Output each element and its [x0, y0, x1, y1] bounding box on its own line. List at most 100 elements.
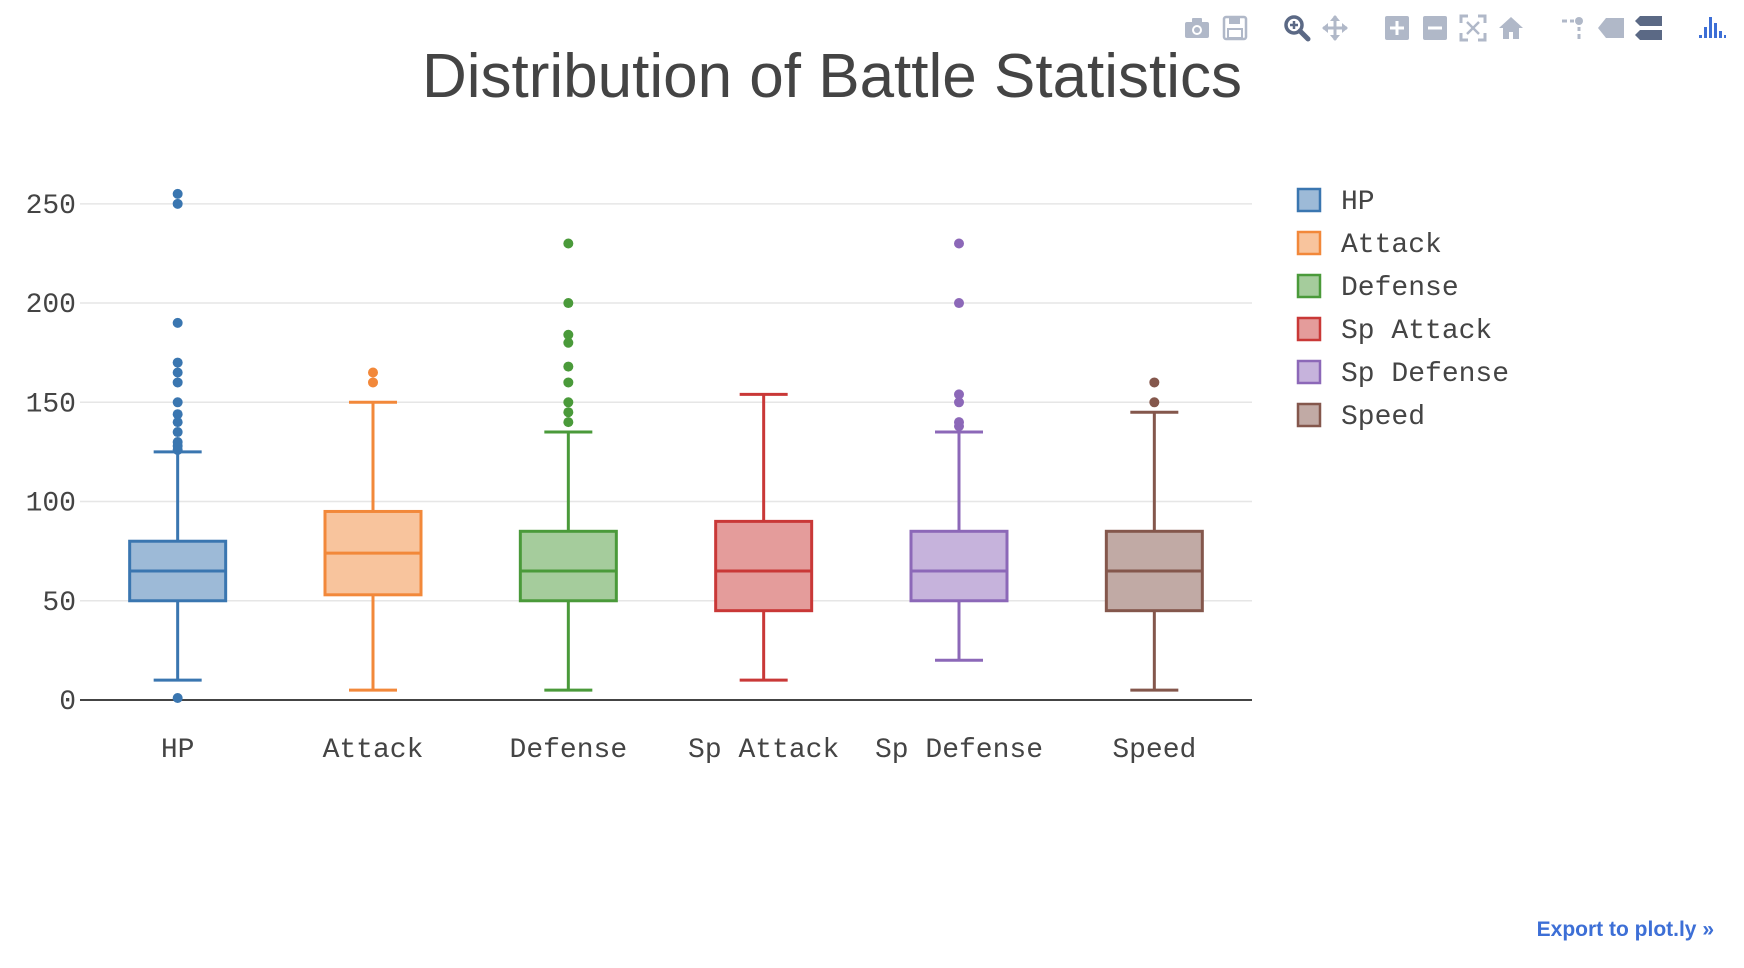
hover-compare-button[interactable]: [1630, 9, 1668, 47]
legend-swatch: [1296, 359, 1322, 385]
outlier-point: [172, 317, 183, 328]
legend-item[interactable]: Sp Defense: [1296, 359, 1509, 390]
legend-swatch: [1296, 230, 1322, 256]
pan-icon: [1322, 15, 1348, 41]
outlier-point: [1149, 377, 1160, 388]
x-tick-label: Sp Defense: [875, 735, 1043, 766]
zoom-out-button[interactable]: [1416, 9, 1454, 47]
outlier-point: [368, 367, 378, 378]
box-trace[interactable]: [323, 367, 423, 692]
legend-item[interactable]: Defense: [1296, 273, 1459, 304]
outlier-point: [954, 389, 964, 400]
box-trace[interactable]: [1104, 377, 1204, 692]
x-tick-label: Attack: [323, 735, 424, 766]
zoom-in-icon: [1385, 16, 1409, 40]
y-tick-label: 150: [26, 389, 76, 420]
outlier-point: [954, 238, 964, 249]
zoom-out-icon: [1423, 16, 1447, 40]
legend-label: Sp Defense: [1341, 359, 1509, 390]
y-tick-label: 0: [59, 687, 76, 718]
legend-label: Attack: [1341, 230, 1442, 261]
modebar: [1154, 8, 1730, 48]
iqr-box: [714, 519, 814, 613]
autoscale-button[interactable]: [1454, 9, 1492, 47]
home-icon: [1499, 17, 1523, 39]
outlier-point: [954, 298, 964, 309]
spike-lines-button[interactable]: [1554, 9, 1592, 47]
outlier-point: [563, 337, 574, 348]
outlier-point: [563, 417, 574, 428]
y-tick-label: 100: [26, 489, 76, 520]
spike-lines-icon: [1562, 17, 1583, 39]
y-tick-label: 200: [26, 290, 76, 321]
iqr-box: [909, 529, 1009, 603]
modebar-group: [1554, 9, 1668, 47]
plotly-logo-icon: [1699, 17, 1726, 38]
modebar-group: [1178, 9, 1254, 47]
legend-item[interactable]: Sp Attack: [1296, 316, 1492, 347]
legend-swatch: [1296, 187, 1322, 213]
outlier-point: [172, 377, 183, 388]
chart-title: Distribution of Battle Statistics: [422, 42, 1242, 111]
outlier-point: [1149, 397, 1160, 408]
outlier-point: [172, 409, 183, 420]
legend-label: HP: [1341, 187, 1375, 218]
boxes-layer: [128, 188, 1204, 704]
x-tick-label: HP: [161, 735, 195, 766]
hover-compare-icon: [1635, 16, 1662, 40]
save-icon: [1222, 15, 1248, 41]
hover-closest-icon: [1598, 18, 1624, 38]
outlier-point: [172, 427, 183, 438]
outlier-point: [954, 397, 964, 408]
modebar-group: [1278, 9, 1354, 47]
box-trace[interactable]: [714, 392, 814, 682]
zoom-icon: [1284, 15, 1311, 42]
legend[interactable]: HP Attack Defense Sp Attack Sp Defense Speed: [1296, 187, 1509, 433]
save-button[interactable]: [1216, 9, 1254, 47]
box-trace[interactable]: [128, 188, 228, 704]
pan-button[interactable]: [1316, 9, 1354, 47]
legend-label: Speed: [1341, 402, 1425, 433]
outlier-point: [563, 377, 574, 388]
camera-button[interactable]: [1178, 9, 1216, 47]
x-tick-label: Speed: [1112, 735, 1196, 766]
hover-closest-button[interactable]: [1592, 9, 1630, 47]
outlier-point: [172, 188, 183, 199]
outlier-point: [172, 367, 183, 378]
legend-swatch: [1296, 402, 1322, 428]
legend-item[interactable]: HP: [1296, 187, 1375, 218]
outlier-point: [172, 417, 183, 428]
box-trace[interactable]: [909, 238, 1009, 662]
home-button[interactable]: [1492, 9, 1530, 47]
zoom-in-button[interactable]: [1378, 9, 1416, 47]
legend-swatch: [1296, 273, 1322, 299]
autoscale-icon: [1459, 14, 1487, 42]
x-tick-label: Sp Attack: [688, 735, 839, 766]
camera-icon: [1185, 18, 1209, 38]
export-to-plotly-link[interactable]: Export to plot.ly »: [1536, 918, 1714, 941]
zoom-button[interactable]: [1278, 9, 1316, 47]
iqr-box: [518, 529, 618, 603]
outlier-point: [563, 238, 574, 249]
outlier-point: [563, 407, 574, 418]
modebar-group: [1692, 9, 1730, 47]
modebar-group: [1378, 9, 1530, 47]
outlier-point: [563, 298, 574, 309]
box-trace[interactable]: [518, 238, 618, 692]
outlier-point: [172, 693, 183, 704]
plotly-logo-button[interactable]: [1692, 9, 1730, 47]
outlier-point: [563, 329, 574, 340]
outlier-point: [368, 377, 378, 388]
y-axis: 0 50 100 150 200 250: [26, 191, 1252, 718]
y-tick-label: 50: [42, 588, 76, 619]
legend-item[interactable]: Attack: [1296, 230, 1442, 261]
legend-label: Sp Attack: [1341, 316, 1492, 347]
outlier-point: [563, 361, 574, 372]
outlier-point: [172, 357, 183, 368]
x-tick-label: Defense: [510, 735, 628, 766]
outlier-point: [563, 397, 574, 408]
legend-item[interactable]: Speed: [1296, 402, 1425, 433]
grid-layer: [80, 203, 1252, 602]
outlier-point: [172, 198, 183, 209]
